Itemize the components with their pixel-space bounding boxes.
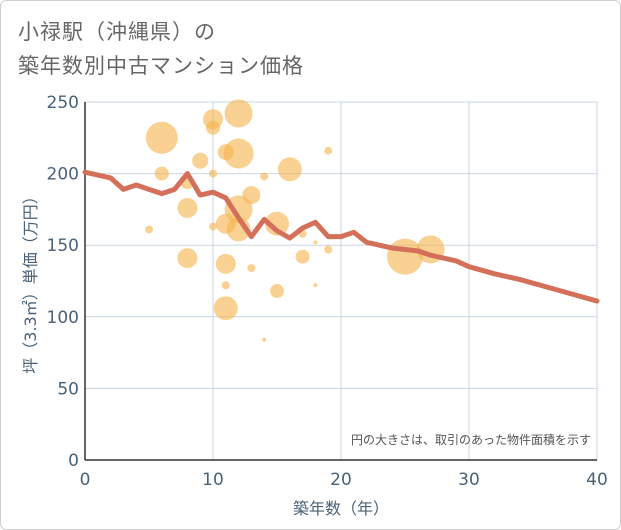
chart-note: 円の大きさは、取引のあった物件面積を示す — [351, 432, 591, 447]
bubble — [177, 248, 198, 269]
y-tick-label: 150 — [47, 236, 79, 256]
x-tick-label: 40 — [586, 470, 608, 490]
y-tick-label: 100 — [47, 308, 79, 328]
bubble — [217, 144, 234, 161]
bubble — [223, 138, 254, 169]
bubble — [387, 238, 423, 275]
chart-title-line2: 築年数別中古マンション価格 — [18, 54, 304, 78]
bubble — [221, 281, 230, 290]
bubble — [277, 157, 302, 182]
y-tick-label: 250 — [47, 93, 79, 113]
bubble — [213, 296, 238, 321]
bubble — [215, 253, 236, 274]
bubble — [324, 245, 333, 254]
bubble — [247, 264, 256, 273]
bubble — [313, 240, 318, 245]
y-tick-label: 50 — [57, 379, 79, 399]
bubble — [209, 169, 217, 178]
bubble — [313, 283, 318, 288]
y-axis-title: 坪（3.3㎡）単価（万円） — [21, 188, 40, 373]
bubble — [145, 121, 178, 154]
bubble — [154, 166, 169, 181]
bubble — [295, 249, 310, 264]
bubble — [145, 225, 153, 234]
y-tick-label: 0 — [68, 451, 79, 471]
bubble — [260, 172, 269, 181]
bubble — [192, 152, 209, 169]
x-tick-label: 20 — [330, 470, 352, 490]
bubble — [265, 211, 289, 236]
x-tick-label: 30 — [458, 470, 480, 490]
y-tick-label: 200 — [47, 165, 79, 185]
x-tick-label: 10 — [202, 470, 224, 490]
bubble — [177, 197, 198, 218]
bubble — [270, 284, 284, 299]
bubble — [324, 146, 333, 155]
bubble — [262, 337, 267, 342]
bubble — [206, 120, 220, 135]
x-axis-title: 築年数（年） — [293, 499, 389, 518]
trend-line — [82, 169, 600, 304]
x-tick-label: 0 — [80, 470, 91, 490]
bubble — [224, 99, 253, 128]
bubble — [209, 222, 217, 231]
chart-title-line1: 小禄駅（沖縄県）の — [18, 20, 216, 44]
